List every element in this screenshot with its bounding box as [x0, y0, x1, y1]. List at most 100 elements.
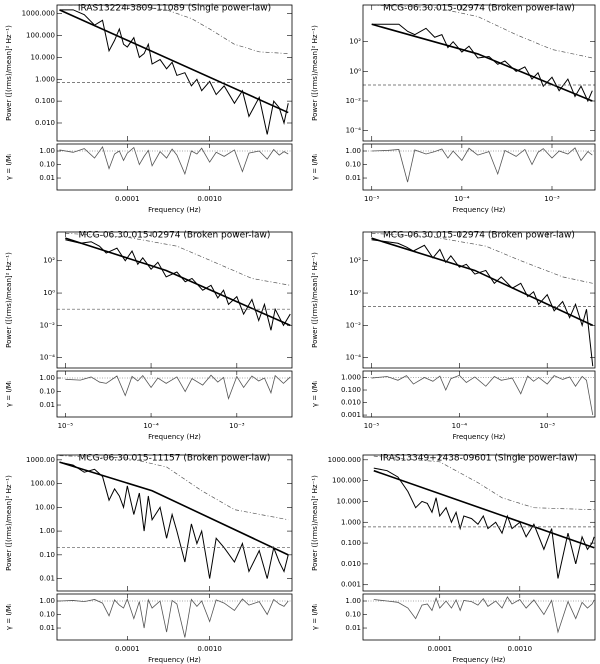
y-tick-label: 0.01: [39, 624, 55, 632]
y-tick-label: 0.10: [39, 161, 55, 169]
y-tick-label: 0.01: [39, 174, 55, 182]
series-line: [371, 23, 593, 102]
x-tick-label: 0.0010: [197, 645, 222, 653]
chart-title: MCG-06.30.015-02974 (Broken power-law): [383, 4, 575, 14]
y-tick-label: 10⁻²: [346, 97, 362, 105]
y-tick-label: 10⁰: [349, 67, 361, 75]
plot-frame: [56, 231, 293, 369]
y-tick-label: 1.00: [39, 597, 55, 605]
x-tick-label: 0.0010: [197, 195, 222, 203]
ratio-frame: [362, 370, 596, 418]
y-tick-label: 1000.00: [26, 456, 55, 464]
y-tick-label: 0.001: [341, 411, 361, 419]
y-axis-label: Power ([(rms)/mean]² Hz⁻¹): [311, 252, 319, 348]
x-axis-label: Frequency (Hz): [148, 656, 201, 664]
y-tick-label: 10.000: [31, 53, 56, 61]
y-axis-label: Power ([(rms)/mean]² Hz⁻¹): [311, 475, 319, 571]
x-tick-label: 0.0001: [427, 645, 452, 653]
ratio-axis-label: γ = I/Mᵢ: [311, 381, 319, 407]
y-tick-label: 0.01: [39, 575, 55, 583]
y-tick-label: 0.10: [39, 388, 55, 396]
y-tick-label: 1000.000: [22, 10, 55, 18]
x-axis-label: Frequency (Hz): [453, 433, 506, 441]
ratio-axis-label: γ = I/Mᵢ: [5, 154, 13, 180]
y-tick-label: 1.000: [341, 518, 361, 526]
y-tick-label: 10⁻⁴: [346, 127, 362, 135]
panel: MCG-06.30.015-11157 (Broken power-law) 0.…: [5, 454, 293, 664]
series-line: [59, 9, 289, 135]
y-axis-label: Power ([(rms)/mean]² Hz⁻¹): [311, 25, 319, 121]
x-tick-label: 10⁻⁵: [364, 422, 380, 430]
x-tick-label: 0.0001: [115, 195, 140, 203]
y-axis-label: Power ([(rms)/mean]² Hz⁻¹): [5, 252, 13, 348]
y-tick-label: 10.000: [337, 497, 362, 505]
ratio-line: [59, 146, 289, 176]
y-tick-label: 0.01: [345, 624, 361, 632]
x-tick-label: 0.0010: [508, 645, 533, 653]
y-tick-label: 10²: [349, 38, 361, 46]
panel: IRAS13224-3809-11089 (Single power-law) 0…: [5, 4, 293, 214]
y-tick-label: 10⁻⁴: [40, 354, 56, 362]
ratio-line: [373, 596, 595, 634]
series-line: [59, 9, 289, 114]
ratio-frame: [56, 593, 293, 641]
x-tick-label: 10⁻³: [229, 422, 245, 430]
y-tick-label: 0.10: [39, 551, 55, 559]
series-line: [371, 232, 593, 284]
series-line: [371, 239, 594, 367]
panel: IRAS13349+2438-09601 (Single power-law) 0…: [311, 454, 596, 664]
y-tick-label: 0.100: [341, 386, 361, 394]
y-tick-label: 10⁰: [43, 289, 55, 297]
chart-title: MCG-06.30.015-02974 (Broken power-law): [79, 231, 271, 241]
ratio-line: [59, 597, 289, 638]
x-tick-label: 10⁻⁴: [143, 422, 159, 430]
series-line: [59, 5, 289, 54]
x-tick-label: 10⁻⁵: [364, 195, 380, 203]
ratio-axis-label: γ = I/Mᵢ: [5, 381, 13, 407]
plot-frame: [362, 454, 596, 592]
series-line: [65, 237, 291, 327]
y-tick-label: 0.010: [341, 560, 361, 568]
ratio-line: [371, 147, 593, 183]
ratio-frame: [362, 593, 596, 641]
y-axis-label: Power ([(rms)/mean]² Hz⁻¹): [5, 475, 13, 571]
y-tick-label: 1000.000: [328, 456, 361, 464]
series-line: [59, 461, 289, 579]
ratio-line: [65, 374, 291, 400]
ratio-frame: [56, 143, 293, 191]
y-tick-label: 0.10: [345, 161, 361, 169]
x-tick-label: 10⁻⁵: [58, 422, 74, 430]
series-line: [59, 461, 289, 556]
y-tick-label: 0.001: [341, 581, 361, 589]
x-axis-label: Frequency (Hz): [453, 206, 506, 214]
y-tick-label: 0.010: [35, 119, 55, 127]
y-tick-label: 10⁻²: [40, 321, 56, 329]
y-tick-label: 0.010: [341, 399, 361, 407]
y-tick-label: 0.10: [39, 611, 55, 619]
x-tick-label: 10⁻³: [544, 195, 560, 203]
series-line: [65, 239, 291, 331]
series-line: [371, 23, 593, 103]
x-axis-label: Frequency (Hz): [148, 433, 201, 441]
plot-frame: [362, 231, 596, 369]
ratio-frame: [362, 143, 596, 191]
y-tick-label: 1.000: [341, 373, 361, 381]
y-tick-label: 10²: [43, 257, 55, 265]
ratio-frame: [56, 370, 293, 418]
plot-frame: [56, 4, 293, 142]
y-tick-label: 10.00: [35, 503, 55, 511]
panel: MCG-06.30.015-02974 (Broken power-law) 10…: [5, 231, 293, 441]
series-line: [59, 455, 289, 521]
y-tick-label: 100.000: [26, 32, 55, 40]
series-line: [371, 5, 593, 59]
y-tick-label: 1.00: [39, 147, 55, 155]
series-line: [373, 469, 595, 549]
series-line: [373, 467, 595, 579]
chart-title: MCG-06.30.015-02974 (Broken power-law): [383, 231, 575, 241]
y-tick-label: 1.00: [39, 374, 55, 382]
chart-title: MCG-06.30.015-11157 (Broken power-law): [79, 454, 271, 464]
y-tick-label: 1.000: [35, 75, 55, 83]
x-tick-label: 10⁻⁴: [454, 195, 470, 203]
y-tick-label: 1.00: [345, 147, 361, 155]
